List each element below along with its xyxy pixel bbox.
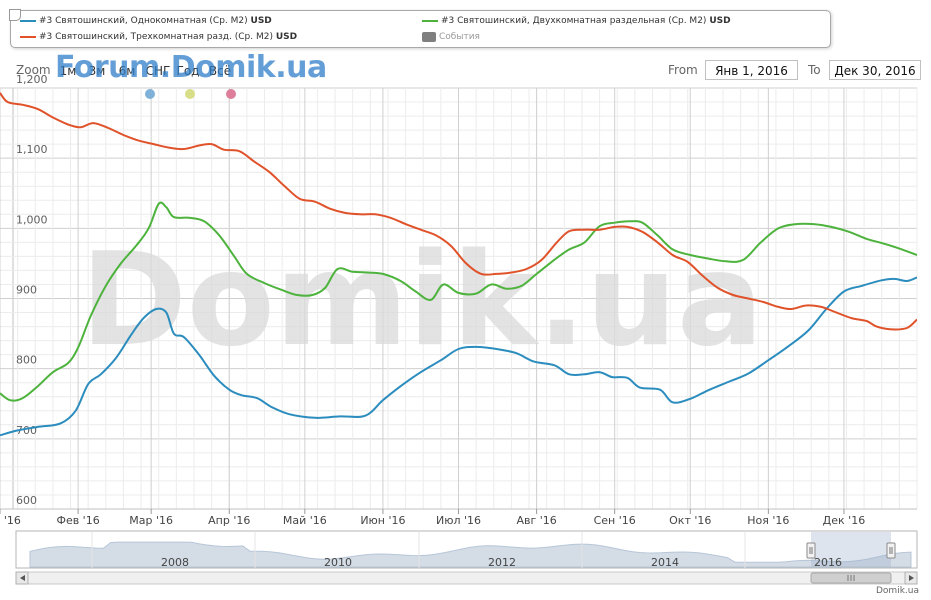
to-label: To — [808, 63, 821, 77]
legend-label-2room: #3 Святошинский, Двухкомнатная раздельна… — [441, 16, 707, 26]
y-tick-label: 1,100 — [16, 143, 48, 156]
y-tick-label: 800 — [16, 354, 37, 367]
legend-label-1room: #3 Святошинский, Однокомнатная (Ср. М2) — [39, 16, 248, 26]
legend-label-3room: #3 Святошинский, Трехкомнатная разд. (Ср… — [39, 32, 273, 42]
event-marker — [226, 89, 236, 99]
navigator-year-label: 2014 — [651, 556, 679, 569]
navigator-year-label: 2016 — [814, 556, 842, 569]
x-tick-label: Авг '16 — [516, 514, 556, 527]
legend-swatch-3room — [20, 35, 36, 38]
scrollbar-track[interactable] — [15, 571, 918, 585]
legend-item-2room[interactable]: #3 Святошинский, Двухкомнатная раздельна… — [422, 15, 731, 27]
navigator-right-handle[interactable] — [886, 542, 896, 559]
x-tick-label: Дек '16 — [823, 514, 866, 527]
x-tick-label: Ноя '16 — [747, 514, 789, 527]
navigator-area — [29, 541, 912, 568]
x-tick-label: Апр '16 — [208, 514, 250, 527]
legend: #3 Святошинский, Однокомнатная (Ср. М2) … — [9, 9, 831, 48]
zoom-label: Zoom — [16, 63, 51, 77]
credit-link[interactable]: Domik.ua — [876, 586, 919, 596]
y-tick-label: 900 — [16, 284, 37, 297]
series-line-1room — [0, 276, 917, 437]
navigator-year-label: 2010 — [324, 556, 352, 569]
to-date-input[interactable]: Дек 30, 2016 — [829, 60, 921, 80]
x-tick-label: Июн '16 — [360, 514, 405, 527]
x-tick-label: Янв '16 — [0, 514, 21, 527]
legend-item-events[interactable]: События — [422, 31, 480, 43]
legend-unit-2room: USD — [709, 16, 731, 26]
navigator-selection — [811, 532, 891, 567]
zoom-3m-button[interactable]: 3м — [88, 64, 106, 78]
navigator-year-label: 2012 — [488, 556, 516, 569]
zoom-year-button[interactable]: Год — [176, 64, 200, 78]
zoom-6m-button[interactable]: 6м — [118, 64, 136, 78]
x-tick-label: Май '16 — [283, 514, 327, 527]
legend-unit-3room: USD — [275, 32, 298, 42]
legend-unit-1room: USD — [250, 16, 272, 26]
x-tick-label: Окт '16 — [669, 514, 711, 527]
zoom-1m-button[interactable]: 1м — [59, 64, 77, 78]
legend-swatch-events — [422, 31, 436, 42]
legend-item-1room[interactable]: #3 Святошинский, Однокомнатная (Ср. М2) … — [20, 15, 272, 27]
x-tick-label: Сен '16 — [594, 514, 636, 527]
x-tick-label: Фев '16 — [56, 514, 99, 527]
y-tick-label: 600 — [16, 494, 37, 507]
series-line-3room — [0, 92, 917, 331]
y-tick-label: 1,000 — [16, 213, 48, 226]
legend-swatch-1room — [20, 19, 36, 22]
zoom-ytd-button[interactable]: СНГ — [145, 64, 171, 78]
legend-label-events: События — [439, 32, 480, 42]
navigator-year-label: 2008 — [161, 556, 189, 569]
event-marker — [185, 89, 195, 99]
scroll-right-icon — [909, 575, 914, 581]
event-marker — [145, 89, 155, 99]
x-tick-label: Июл '16 — [436, 514, 481, 527]
series-line-2room — [0, 201, 917, 402]
legend-swatch-2room — [422, 19, 438, 22]
navigator-left-handle[interactable] — [806, 542, 816, 559]
zoom-all-button[interactable]: Всё — [208, 64, 232, 78]
menu-corner-icon[interactable] — [9, 9, 21, 21]
legend-item-3room[interactable]: #3 Святошинский, Трехкомнатная разд. (Ср… — [20, 31, 297, 43]
y-tick-label: 1,200 — [16, 73, 48, 86]
scroll-left-icon — [20, 575, 25, 581]
from-label: From — [668, 63, 698, 77]
from-date-input[interactable]: Янв 1, 2016 — [705, 60, 798, 80]
domik-watermark: Domik.ua — [81, 226, 764, 375]
x-tick-label: Мар '16 — [129, 514, 173, 527]
